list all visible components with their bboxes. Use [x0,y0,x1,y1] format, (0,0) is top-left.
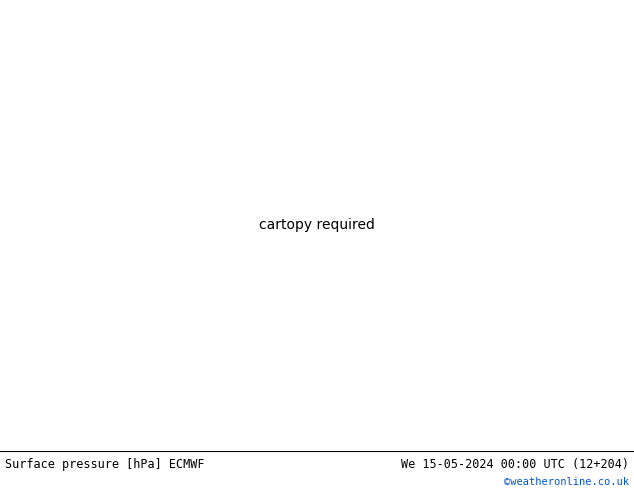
Text: cartopy required: cartopy required [259,219,375,232]
Text: Surface pressure [hPa] ECMWF: Surface pressure [hPa] ECMWF [5,458,205,471]
Text: ©weatheronline.co.uk: ©weatheronline.co.uk [504,477,629,487]
Text: We 15-05-2024 00:00 UTC (12+204): We 15-05-2024 00:00 UTC (12+204) [401,458,629,471]
